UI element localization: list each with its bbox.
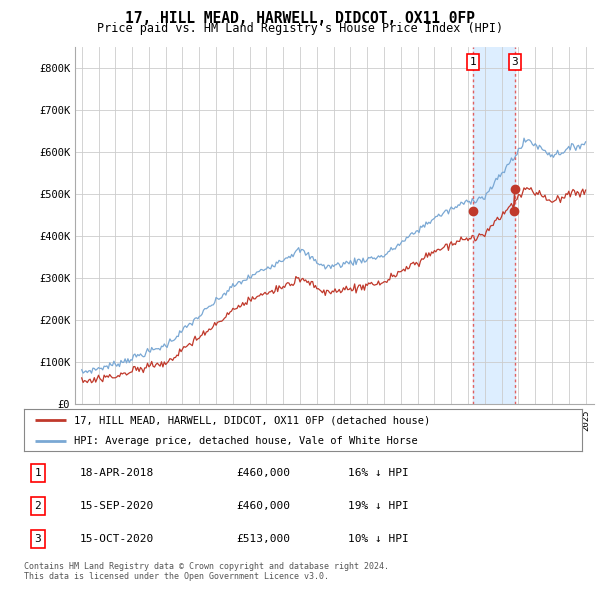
Text: 15-SEP-2020: 15-SEP-2020 — [80, 501, 154, 511]
Text: 10% ↓ HPI: 10% ↓ HPI — [347, 534, 409, 544]
Text: 17, HILL MEAD, HARWELL, DIDCOT, OX11 0FP: 17, HILL MEAD, HARWELL, DIDCOT, OX11 0FP — [125, 11, 475, 25]
Text: 15-OCT-2020: 15-OCT-2020 — [80, 534, 154, 544]
Text: Price paid vs. HM Land Registry's House Price Index (HPI): Price paid vs. HM Land Registry's House … — [97, 22, 503, 35]
Text: 3: 3 — [35, 534, 41, 544]
Text: 3: 3 — [512, 57, 518, 67]
Text: HPI: Average price, detached house, Vale of White Horse: HPI: Average price, detached house, Vale… — [74, 436, 418, 445]
Text: 17, HILL MEAD, HARWELL, DIDCOT, OX11 0FP (detached house): 17, HILL MEAD, HARWELL, DIDCOT, OX11 0FP… — [74, 415, 430, 425]
Text: 16% ↓ HPI: 16% ↓ HPI — [347, 468, 409, 478]
Text: 2: 2 — [35, 501, 41, 511]
Text: £460,000: £460,000 — [236, 468, 290, 478]
Text: Contains HM Land Registry data © Crown copyright and database right 2024.
This d: Contains HM Land Registry data © Crown c… — [24, 562, 389, 581]
Text: 1: 1 — [470, 57, 476, 67]
Text: 1: 1 — [35, 468, 41, 478]
Text: £460,000: £460,000 — [236, 501, 290, 511]
Text: 18-APR-2018: 18-APR-2018 — [80, 468, 154, 478]
Text: 19% ↓ HPI: 19% ↓ HPI — [347, 501, 409, 511]
Text: £513,000: £513,000 — [236, 534, 290, 544]
Bar — [473, 47, 515, 404]
